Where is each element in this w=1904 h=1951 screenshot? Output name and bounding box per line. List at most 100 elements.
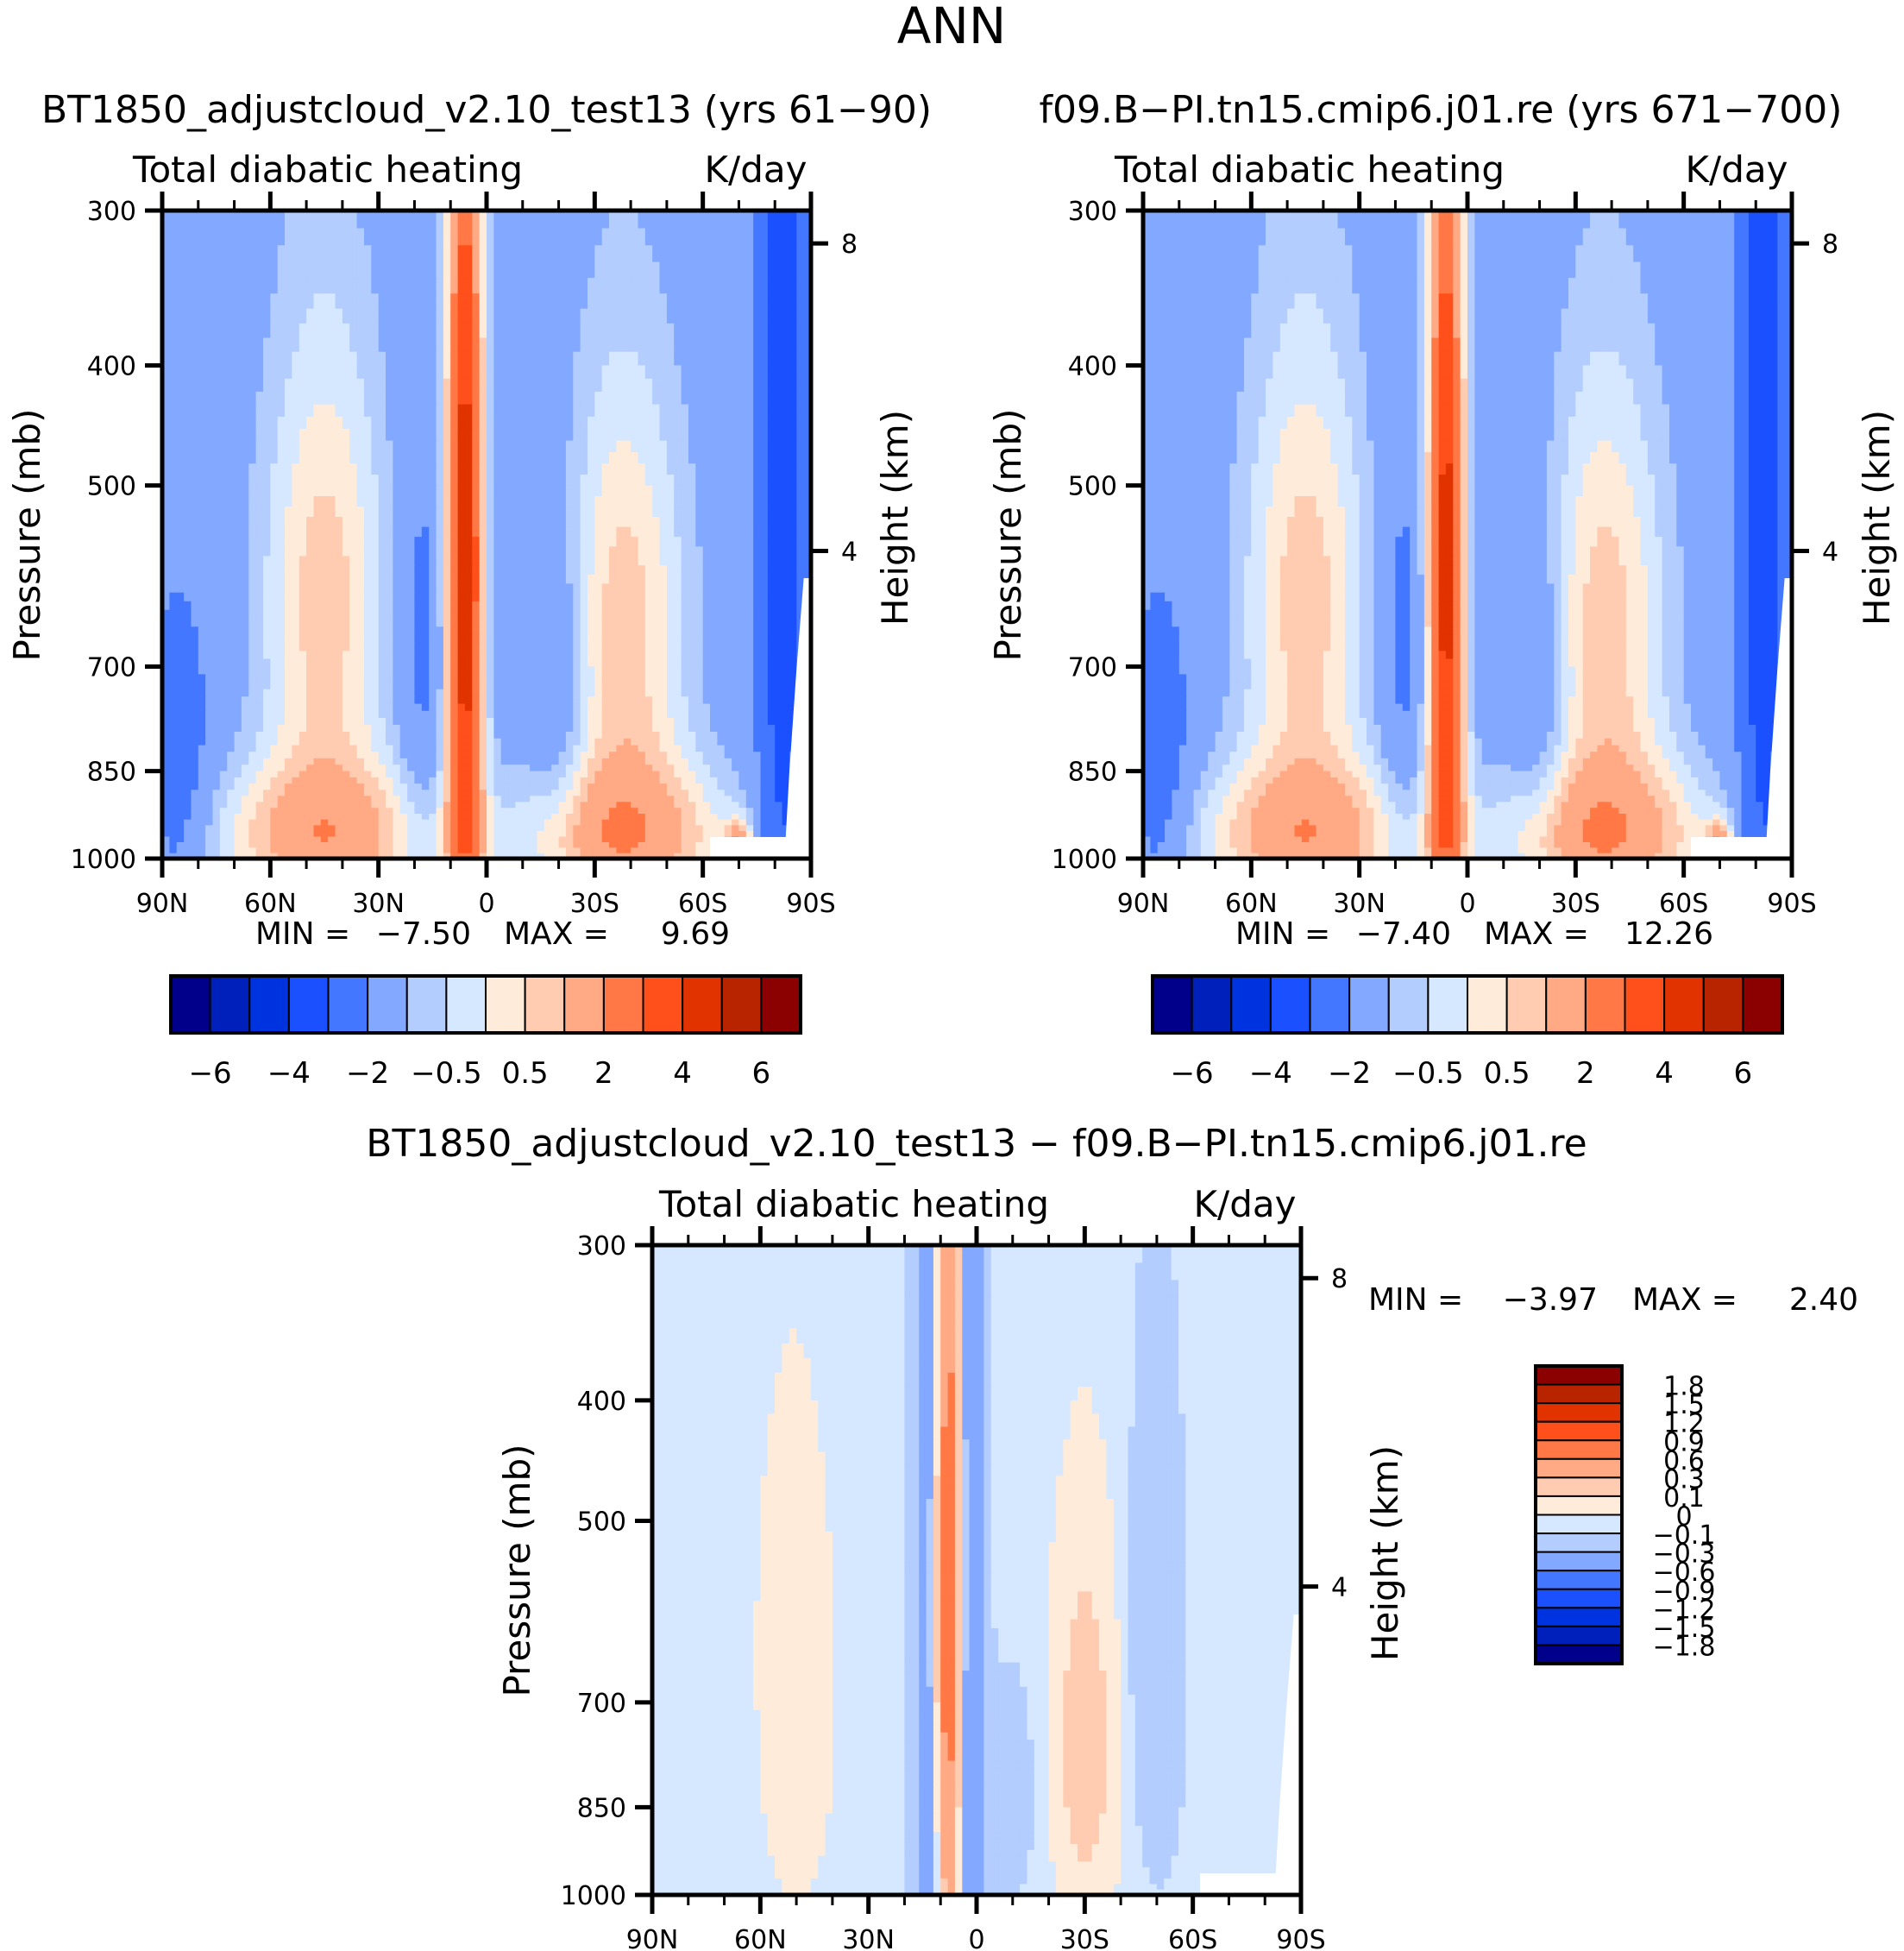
contour-cell [407,635,415,644]
contour-cell [523,746,531,753]
contour-cell [660,211,668,229]
contour-cell [703,229,711,247]
contour-cell [761,704,769,712]
contour-cell [768,365,776,379]
contour-cell [458,674,466,683]
contour-cell [551,667,559,676]
contour-cell [581,527,588,538]
contour-cell [422,475,430,486]
contour-cell [551,486,559,497]
contour-cell [184,725,192,733]
contour-cell [602,278,610,294]
contour-cell [364,338,372,353]
contour-cell [393,245,400,262]
contour-cell [437,718,444,726]
contour-cell [342,674,350,683]
contour-cell [753,546,761,557]
contour-cell [169,245,177,262]
contour-cell [631,704,638,712]
contour-cell [594,262,602,279]
contour-cell [364,507,372,518]
contour-cell [422,682,430,689]
contour-cell [660,486,668,497]
contour-cell [437,635,444,644]
contour-cell [270,704,278,712]
contour-cell [458,379,466,393]
contour-cell [508,441,516,453]
contour-cell [458,262,466,279]
contour-cell [761,711,769,719]
contour-cell [652,517,660,528]
contour-cell [573,496,581,507]
contour-cell [379,429,386,442]
contour-cell [645,452,653,464]
contour-cell [660,324,668,338]
contour-cell [480,527,487,538]
contour-cell [717,338,725,353]
contour-cell [631,635,638,644]
contour-cell [386,245,393,262]
contour-cell [256,583,264,593]
contour-cell [667,635,675,644]
contour-cell [256,229,264,247]
contour-cell [631,245,638,262]
contour-cell [493,711,501,719]
contour-cell [573,392,581,406]
contour-cell [667,711,675,719]
contour-cell [624,527,632,538]
contour-cell [371,725,379,733]
contour-cell [717,365,725,379]
contour-cell [278,507,286,518]
contour-cell [393,704,400,712]
contour-cell [789,278,797,294]
contour-cell [609,725,617,733]
contour-cell [652,696,660,704]
contour-cell [551,229,559,247]
contour-cell [738,429,746,442]
contour-cell [371,392,379,406]
contour-cell [768,718,776,726]
contour-cell [631,556,638,566]
contour-cell [321,463,329,475]
contour-cell [220,682,228,689]
contour-cell [573,682,581,689]
contour-cell [602,667,610,676]
contour-cell [480,546,487,557]
contour-cell [213,752,221,758]
contour-cell [235,593,242,602]
contour-cell [667,463,675,475]
contour-cell [581,667,588,676]
contour-cell [508,417,516,430]
contour-cell [581,601,588,611]
contour-cell [566,689,574,697]
contour-cell [285,610,292,620]
contour-cell [472,626,480,635]
contour-cell [566,565,574,576]
contour-cell [652,486,660,497]
contour-cell [588,739,595,746]
contour-cell [501,704,509,712]
contour-cell [660,452,668,464]
contour-cell [732,601,739,611]
contour-cell [594,417,602,430]
contour-cell [306,517,314,528]
contour-cell [342,610,350,620]
contour-cell [695,293,703,309]
contour-cell [263,527,271,538]
contour-cell [336,278,343,294]
contour-cell [349,352,357,367]
contour-cell [695,229,703,247]
contour-cell [292,674,299,683]
contour-cell [559,583,567,593]
contour-cell [450,667,458,676]
contour-cell [602,245,610,262]
contour-cell [357,651,365,659]
contour-cell [386,732,393,739]
contour-cell [213,452,221,464]
contour-cell [205,441,213,453]
contour-cell [710,417,718,430]
contour-cell [342,758,350,765]
contour-cell [336,601,343,611]
contour-cell [717,517,725,528]
contour-cell [660,556,668,566]
